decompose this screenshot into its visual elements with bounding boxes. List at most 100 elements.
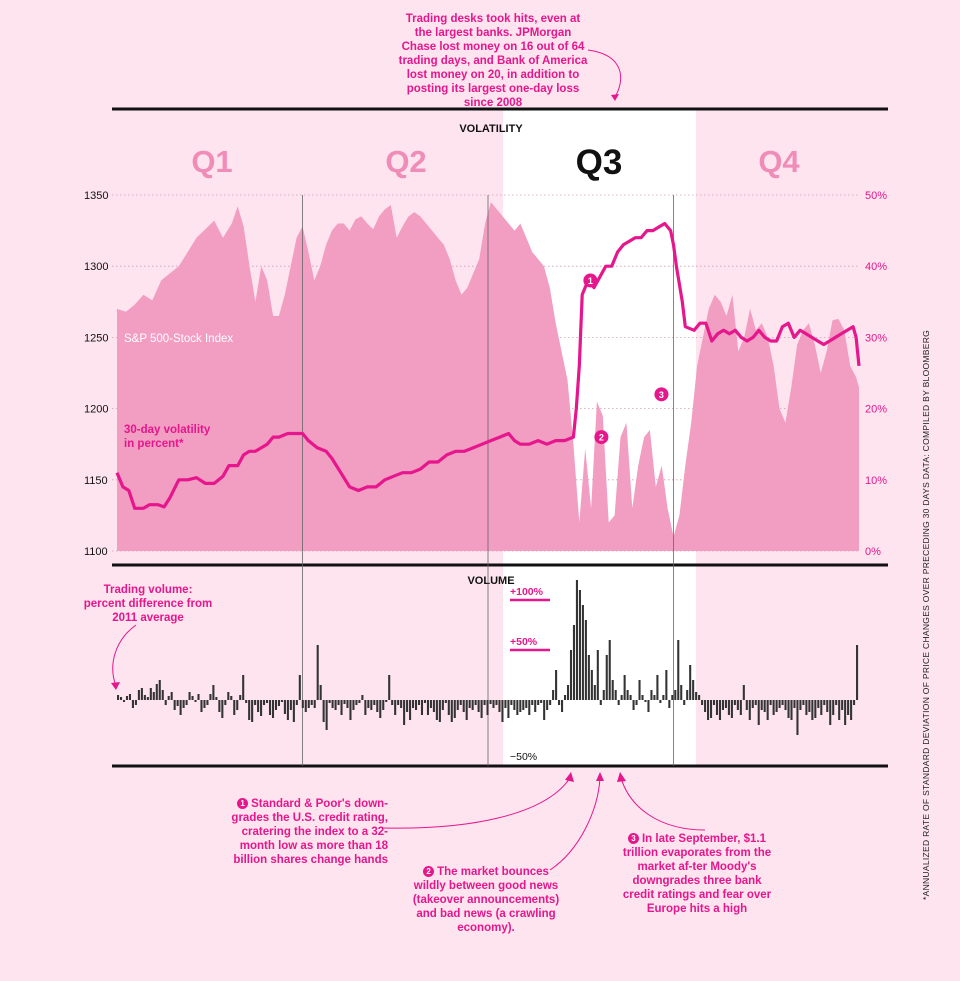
volume-bar (325, 700, 328, 730)
volume-bar (429, 700, 432, 708)
note-3-badge: 3 (627, 833, 639, 844)
volume-bar (397, 700, 400, 705)
volume-bar (721, 700, 724, 710)
quarter-dividers (302, 195, 674, 766)
top-annotation-text: Trading desks took hits, even at the lar… (398, 13, 588, 109)
volume-bar (361, 695, 364, 700)
volume-bar (346, 700, 349, 708)
volume-bar (829, 700, 832, 725)
volume-bar (838, 700, 841, 720)
volume-bar (784, 700, 787, 710)
volume-bar (334, 700, 337, 710)
volume-bar (528, 700, 531, 715)
volume-bar (656, 675, 659, 700)
volume-bar (695, 692, 698, 700)
volume-bar (555, 670, 558, 700)
volume-bar (218, 700, 221, 712)
note1-arrowhead (565, 772, 574, 782)
volume-bar (274, 700, 278, 710)
volume-bar (370, 700, 373, 710)
volume-bar (778, 700, 781, 708)
volume-bar (686, 690, 689, 700)
volume-bar (176, 700, 179, 706)
volume-bar (477, 700, 480, 712)
volume-bar (692, 680, 695, 700)
volume-bar (558, 700, 561, 705)
volume-bar (808, 700, 811, 712)
volume-bar (283, 700, 286, 714)
volume-bar (805, 700, 808, 715)
volume-bar (680, 685, 683, 700)
volume-bar (179, 700, 182, 715)
volume-bar (489, 700, 492, 704)
volume-ref-label: +50% (510, 636, 538, 648)
volume-bar (414, 700, 418, 710)
volume-bar (856, 645, 859, 700)
left-axis: 1100 1150 1200 1250 1300 1350 (84, 190, 108, 558)
volume-bar (376, 700, 379, 712)
volume-bar (277, 700, 280, 706)
quarter-label-q4: Q4 (758, 144, 800, 179)
volume-bar (513, 700, 516, 710)
volume-bar (146, 697, 149, 700)
volume-bar (704, 700, 707, 712)
volume-bar (787, 700, 790, 718)
volume-bar (590, 670, 593, 700)
volume-bar (382, 700, 385, 710)
volume-bar (495, 700, 498, 705)
volume-bar (617, 700, 620, 705)
volume-bar (426, 700, 429, 715)
volume-bar (117, 695, 120, 700)
volume-bar (409, 700, 412, 720)
volume-bar (137, 690, 140, 700)
volume-bar (614, 690, 617, 700)
volume-title: VOLUME (467, 575, 514, 587)
sp500-series-label: S&P 500-Stock Index (124, 333, 233, 345)
volume-ref-label: −50% (510, 751, 537, 763)
volume-bar (486, 700, 489, 715)
volume-bar (119, 697, 123, 700)
note3-arrowhead (617, 772, 626, 782)
volume-bar (820, 700, 823, 715)
volume-bar (301, 700, 304, 708)
right-axis: 0% 10% 20% 30% 40% 50% (865, 190, 887, 558)
volume-ref-label: +100% (510, 586, 544, 598)
volume-bar (751, 700, 754, 708)
volume-bar (754, 700, 757, 705)
volume-bar (835, 700, 838, 705)
volume-bar (629, 695, 632, 700)
volume-bar (552, 690, 555, 700)
volume-note-arrowhead (111, 682, 120, 690)
note-3-text: In late September, $1.1 trillion evapora… (622, 833, 772, 915)
volume-bar (438, 700, 441, 722)
volume-bar (766, 700, 769, 720)
note-1-badge: 1 (237, 798, 249, 809)
volume-bar (164, 700, 167, 705)
volume-bar (662, 695, 665, 700)
volume-bar (572, 625, 576, 700)
volume-bar (167, 696, 170, 700)
volume-bar (698, 695, 701, 700)
volume-bar (441, 700, 444, 710)
volume-bar (516, 700, 519, 715)
volume-bar (447, 700, 450, 715)
volume-bar (319, 685, 322, 700)
volume-bar (352, 700, 355, 710)
chart-badge-label: 1 (588, 276, 593, 286)
volume-bar (689, 665, 692, 700)
volume-bar (650, 690, 653, 700)
volume-bar (823, 700, 826, 705)
volume-bar (456, 700, 459, 710)
volume-bar (245, 700, 248, 703)
volatility-series-label: 30-day volatility in percent* (124, 424, 214, 450)
volume-bar (227, 692, 230, 700)
volume-bar (197, 694, 200, 700)
volume-bar (236, 700, 239, 710)
volume-bar (233, 700, 236, 715)
note-1: 1 Standard & Poor's down-grades the U.S. … (218, 797, 388, 867)
volume-bar (730, 700, 733, 718)
volume-bar (450, 700, 453, 722)
volume-bars (117, 580, 859, 735)
volume-bar (736, 700, 739, 710)
volume-bar (257, 700, 260, 712)
